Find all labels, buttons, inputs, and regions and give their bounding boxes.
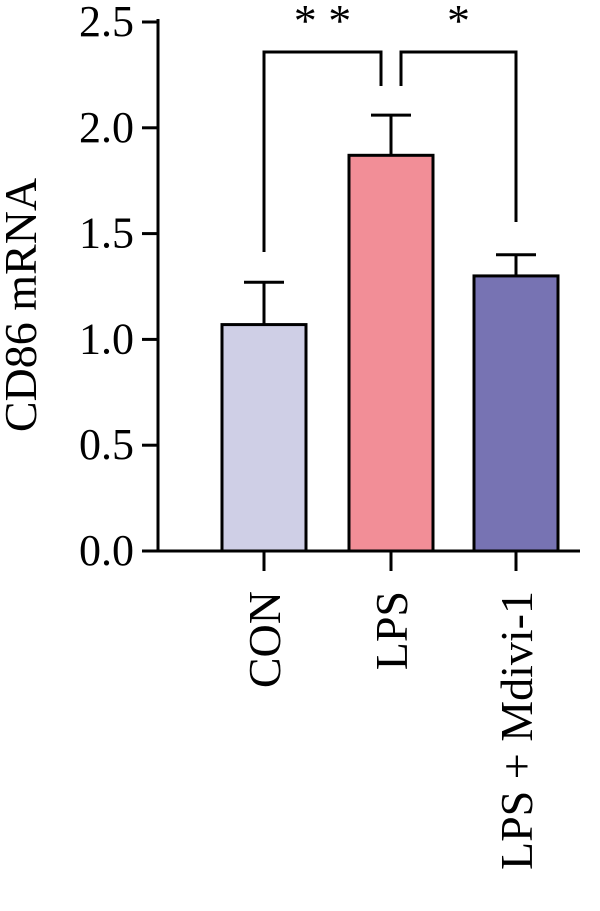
significance-bracket-0 [262,50,383,252]
y-tick-label-3: 1.5 [79,209,134,258]
bars-layer [220,153,560,553]
error-bars-layer [244,113,536,325]
y-tick-label-5: 2.5 [79,0,134,46]
significance-layer: * * * [262,0,518,252]
x-category-label-2: LPS + Mdivi-1 [491,591,542,870]
y-tick-label-1: 0.5 [79,420,134,469]
y-tick-label-0: 0.0 [79,526,134,575]
y-tick-label-2: 1.0 [79,314,134,363]
significance-label-0: * * [294,0,352,46]
bar-0 [220,323,308,553]
significance-label-1: * [447,0,470,46]
bar-1 [347,153,435,553]
y-tick-label-4: 2.0 [79,103,134,152]
significance-bracket-1 [399,50,518,222]
y-axis-title: CD86 mRNA [0,178,46,432]
x-category-label-0: CON [239,591,290,688]
bar-2 [472,274,560,553]
axis-layer: 0.0 0.5 1.0 1.5 2.0 2.5 CON LPS LPS + Mdivi-1 [79,0,580,870]
x-category-label-1: LPS [366,591,417,670]
